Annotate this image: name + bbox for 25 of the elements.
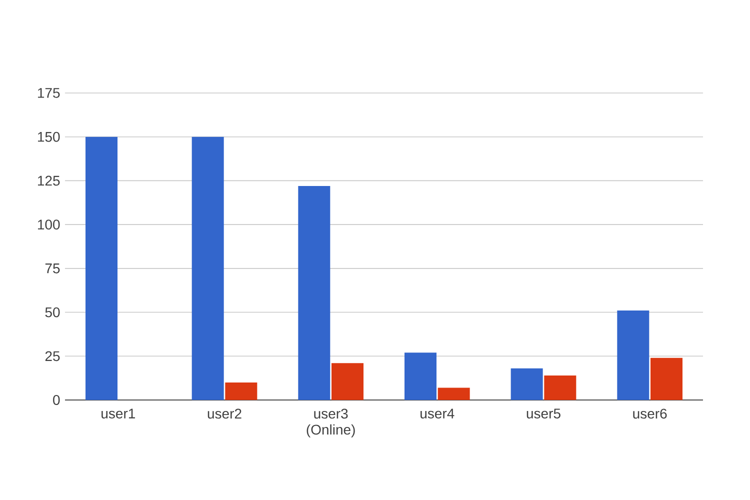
bar: [438, 388, 470, 400]
bar: [650, 358, 682, 400]
bar: [510, 368, 543, 400]
bar: [225, 382, 258, 400]
bar: [332, 363, 364, 400]
bar: [617, 310, 650, 400]
x-tick-label: user3 (Online): [306, 408, 355, 438]
bar: [298, 186, 330, 400]
bar: [544, 375, 576, 400]
bar: [404, 352, 436, 400]
x-tick-label: user4: [420, 408, 454, 418]
x-tick-label: user5: [526, 408, 560, 418]
y-tick-label: 100: [38, 220, 60, 230]
y-tick-label: 25: [45, 351, 60, 362]
bar: [86, 136, 118, 400]
bar: [192, 136, 224, 400]
x-tick-label: user6: [633, 408, 667, 419]
x-tick-label: user1: [102, 408, 135, 418]
y-tick-label: 150: [38, 132, 60, 142]
y-tick-label: 0: [53, 395, 60, 405]
y-tick-label: 175: [38, 88, 60, 98]
y-tick-label: 125: [38, 176, 60, 186]
y-tick-label: 75: [45, 264, 60, 274]
x-tick-label: user2: [208, 408, 242, 419]
y-tick-label: 50: [45, 307, 60, 318]
